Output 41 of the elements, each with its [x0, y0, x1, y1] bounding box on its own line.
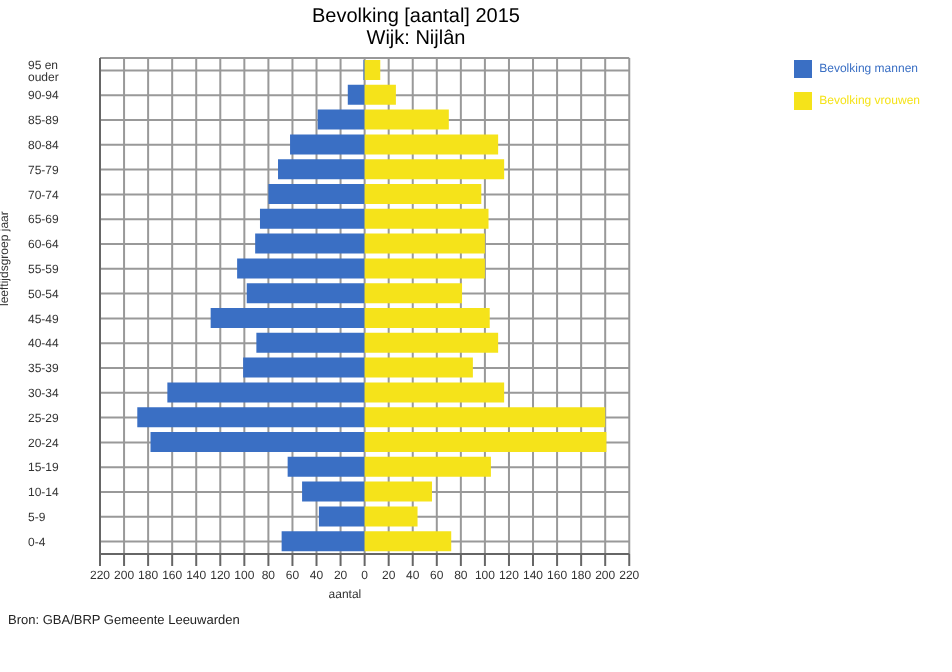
- bar: [364, 134, 499, 155]
- bar: [255, 233, 365, 254]
- bar: [364, 506, 418, 527]
- bar: [364, 258, 485, 279]
- bar: [150, 432, 365, 452]
- bar: [364, 308, 490, 328]
- bar: [364, 60, 381, 80]
- bar: [278, 159, 365, 180]
- bar: [364, 407, 606, 428]
- bar: [364, 357, 473, 378]
- bar: [364, 159, 505, 180]
- bar: [302, 481, 365, 502]
- bar: [317, 109, 365, 130]
- bar: [364, 84, 396, 105]
- bar: [167, 382, 365, 403]
- bar: [364, 332, 499, 353]
- bar: [210, 308, 365, 328]
- bar: [243, 357, 365, 378]
- bar: [364, 481, 432, 502]
- chart-subtitle: Wijk: Nijlân: [364, 28, 468, 50]
- bar: [268, 184, 365, 204]
- bar: [290, 134, 365, 155]
- bar: [237, 258, 365, 279]
- bar: [364, 109, 449, 130]
- bar: [364, 432, 607, 452]
- bar: [287, 456, 365, 477]
- bar: [137, 407, 365, 428]
- bar: [364, 184, 482, 204]
- bar: [364, 233, 485, 254]
- bar: [364, 456, 491, 477]
- chart-title: Bevolking [aantal] 2015: [310, 6, 522, 28]
- bar: [364, 382, 505, 403]
- bar: [318, 506, 365, 527]
- bar: [364, 531, 452, 552]
- bar: [347, 84, 365, 105]
- bar: [246, 283, 365, 304]
- bar: [364, 208, 489, 229]
- bar: [281, 531, 365, 552]
- bar: [364, 283, 463, 304]
- bar: [256, 332, 365, 353]
- bar: [259, 208, 365, 229]
